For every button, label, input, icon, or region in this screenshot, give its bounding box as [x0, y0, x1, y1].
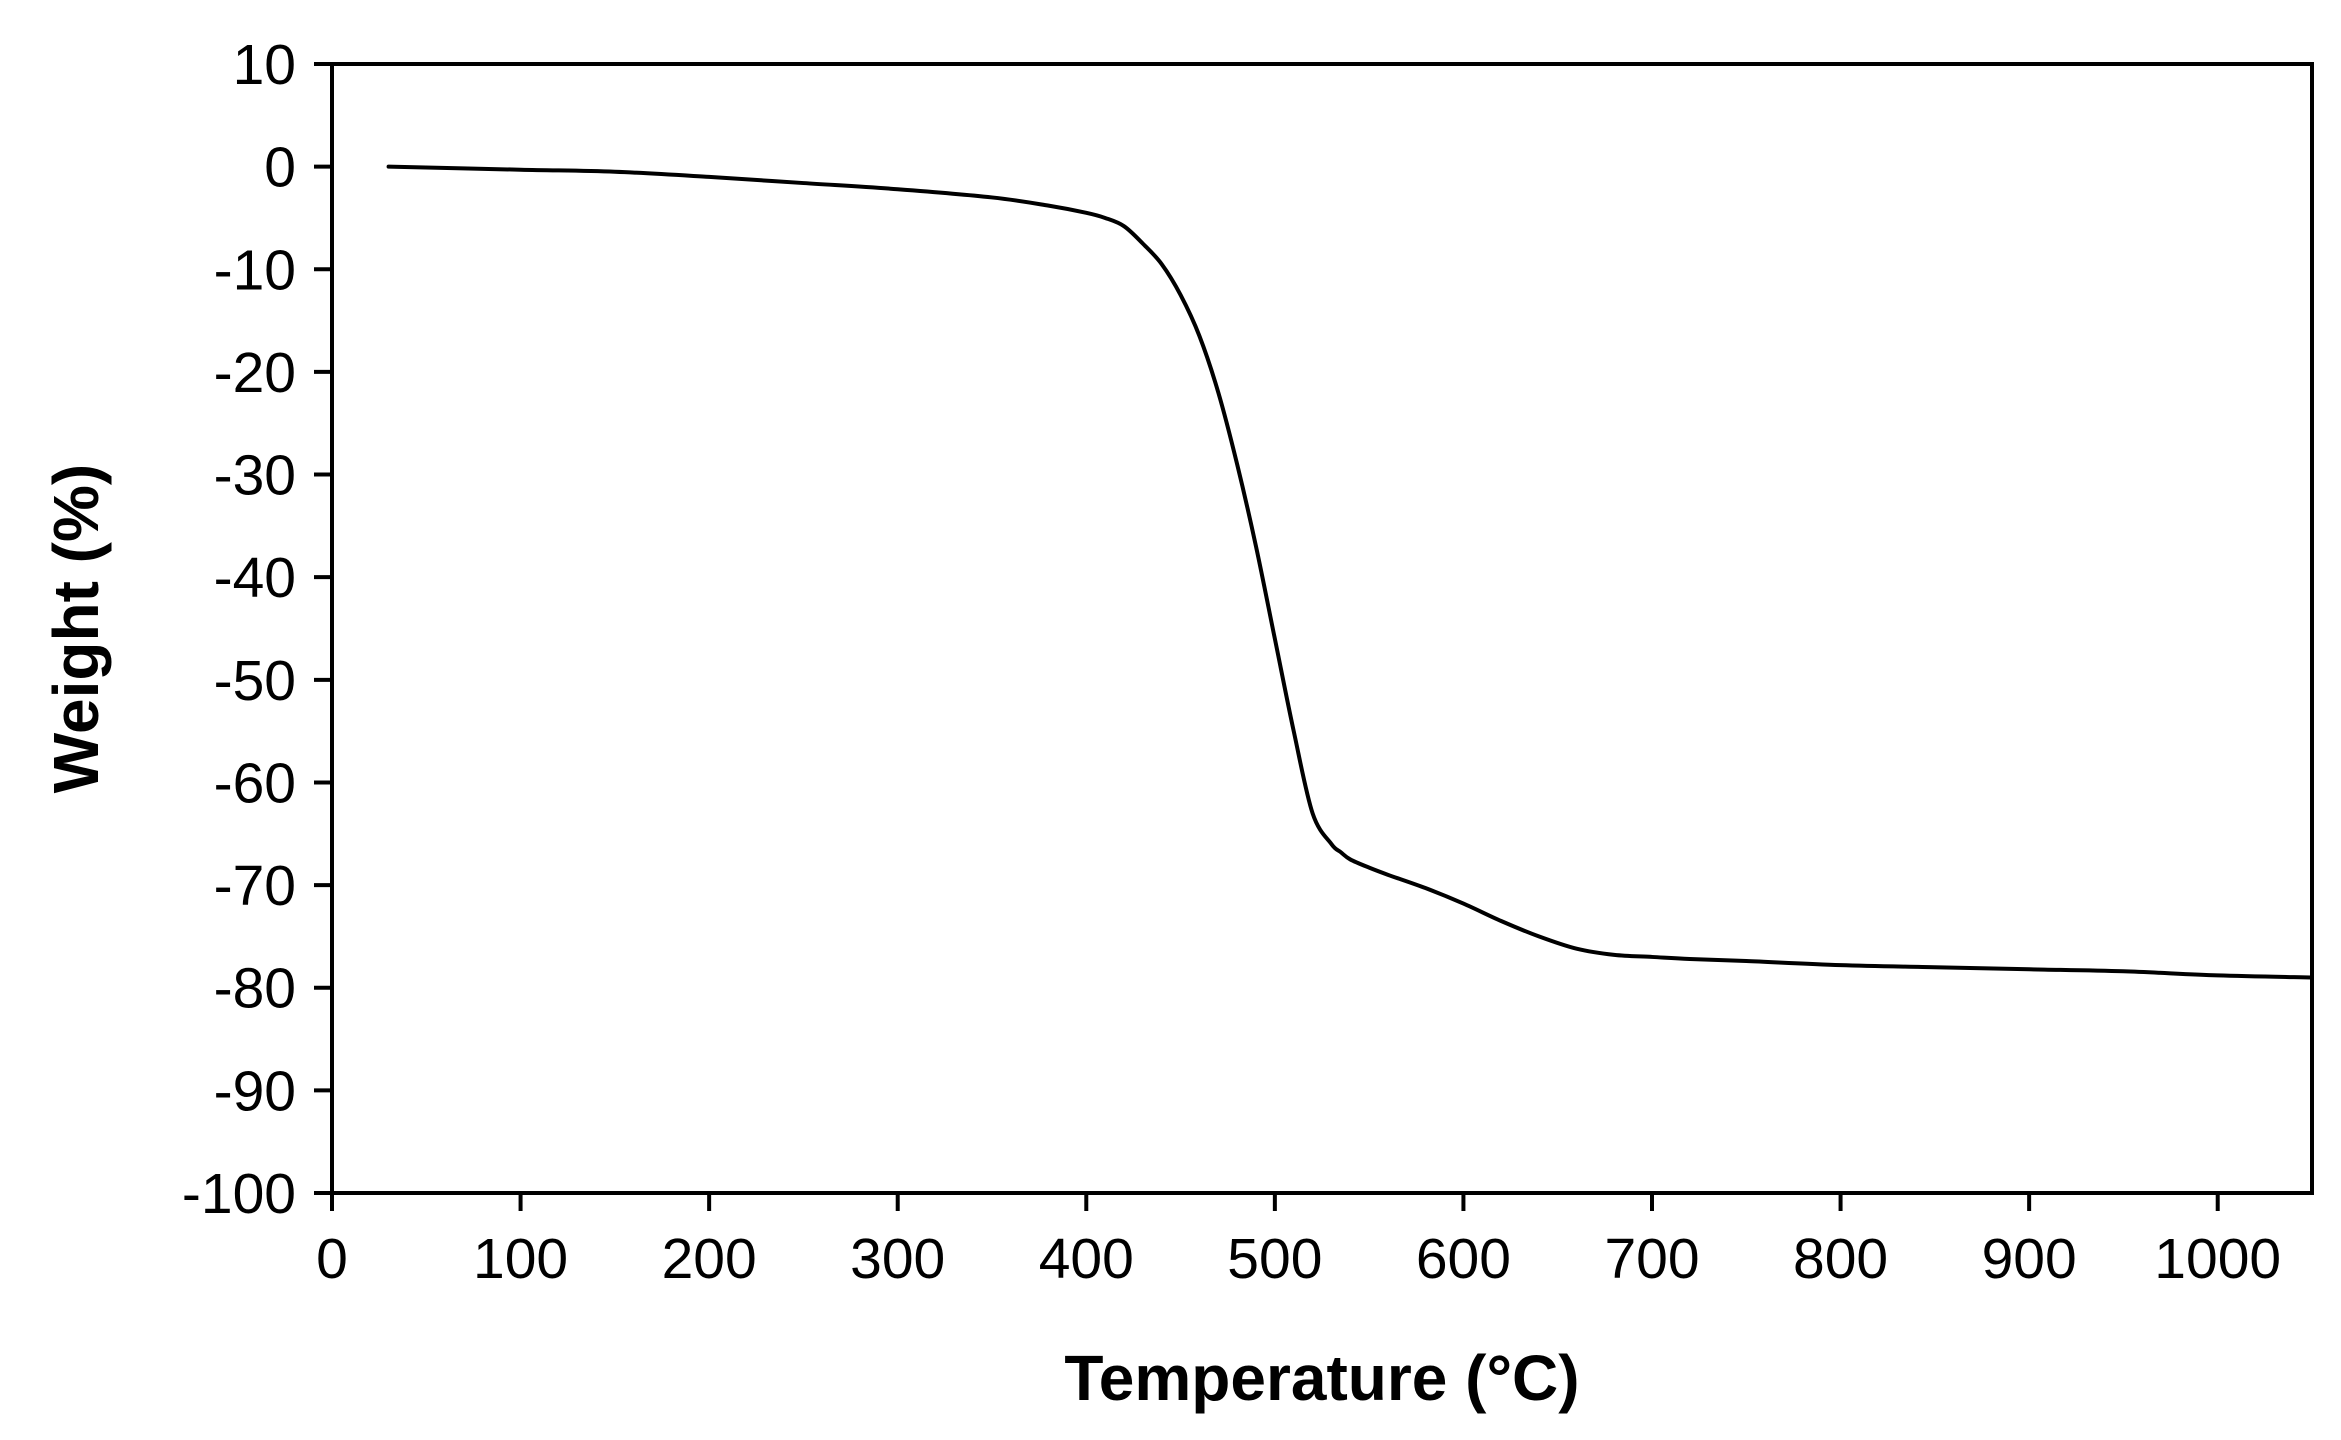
y-tick-label: -30	[214, 444, 296, 508]
x-tick-label: 800	[1793, 1227, 1888, 1291]
y-tick-label: -10	[214, 238, 296, 302]
x-ticks: 0 100 200 300 400 500 600 700 800 900 1000	[316, 1193, 2281, 1291]
y-tick-label: -90	[214, 1059, 296, 1123]
x-tick-label: 500	[1227, 1227, 1322, 1291]
x-tick-label: 0	[316, 1227, 348, 1291]
y-axis-title: Weight (%)	[40, 464, 112, 793]
y-tick-label: -70	[214, 854, 296, 918]
y-tick-label: -50	[214, 649, 296, 713]
x-tick-label: 400	[1039, 1227, 1134, 1291]
series-line-weight	[386, 164, 2314, 980]
y-tick-label: 10	[233, 33, 296, 97]
x-tick-label: 900	[1982, 1227, 2077, 1291]
y-tick-label: -20	[214, 341, 296, 405]
y-tick-label: -60	[214, 751, 296, 815]
y-tick-label: -100	[182, 1162, 296, 1226]
x-tick-label: 200	[662, 1227, 757, 1291]
y-tick-label: -80	[214, 957, 296, 1021]
plot-frame	[330, 62, 2314, 1195]
x-tick-label: 700	[1604, 1227, 1699, 1291]
x-tick-label: 300	[850, 1227, 945, 1291]
x-tick-label: 1000	[2154, 1227, 2281, 1291]
y-ticks: 10 0 -10 -20 -30 -40 -50 -60 -70 -80 -90 -100	[182, 33, 332, 1226]
x-tick-label: 600	[1416, 1227, 1511, 1291]
y-tick-label: 0	[264, 136, 296, 200]
x-tick-label: 100	[473, 1227, 568, 1291]
y-tick-label: -40	[214, 546, 296, 610]
x-axis-title: Temperature (°C)	[1064, 1342, 1579, 1414]
